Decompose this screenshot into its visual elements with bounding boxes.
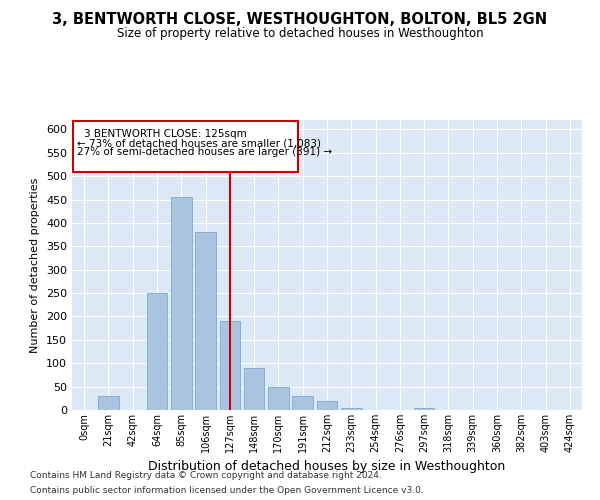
Bar xyxy=(171,197,191,410)
Bar xyxy=(98,396,119,410)
Text: Contains public sector information licensed under the Open Government Licence v3: Contains public sector information licen… xyxy=(30,486,424,495)
Polygon shape xyxy=(73,121,298,172)
Bar xyxy=(414,408,434,410)
Bar xyxy=(341,408,362,410)
Text: 3 BENTWORTH CLOSE: 125sqm: 3 BENTWORTH CLOSE: 125sqm xyxy=(84,130,247,140)
Y-axis label: Number of detached properties: Number of detached properties xyxy=(31,178,40,352)
Bar xyxy=(195,232,216,410)
Text: Contains HM Land Registry data © Crown copyright and database right 2024.: Contains HM Land Registry data © Crown c… xyxy=(30,471,382,480)
Bar xyxy=(292,396,313,410)
Bar xyxy=(317,400,337,410)
Bar xyxy=(268,386,289,410)
Text: 3, BENTWORTH CLOSE, WESTHOUGHTON, BOLTON, BL5 2GN: 3, BENTWORTH CLOSE, WESTHOUGHTON, BOLTON… xyxy=(52,12,548,28)
Bar xyxy=(146,293,167,410)
Text: 27% of semi-detached houses are larger (391) →: 27% of semi-detached houses are larger (… xyxy=(77,147,332,157)
Text: Size of property relative to detached houses in Westhoughton: Size of property relative to detached ho… xyxy=(116,28,484,40)
Text: ← 73% of detached houses are smaller (1,083): ← 73% of detached houses are smaller (1,… xyxy=(77,138,321,148)
Bar xyxy=(244,368,265,410)
X-axis label: Distribution of detached houses by size in Westhoughton: Distribution of detached houses by size … xyxy=(148,460,506,473)
Bar xyxy=(220,321,240,410)
